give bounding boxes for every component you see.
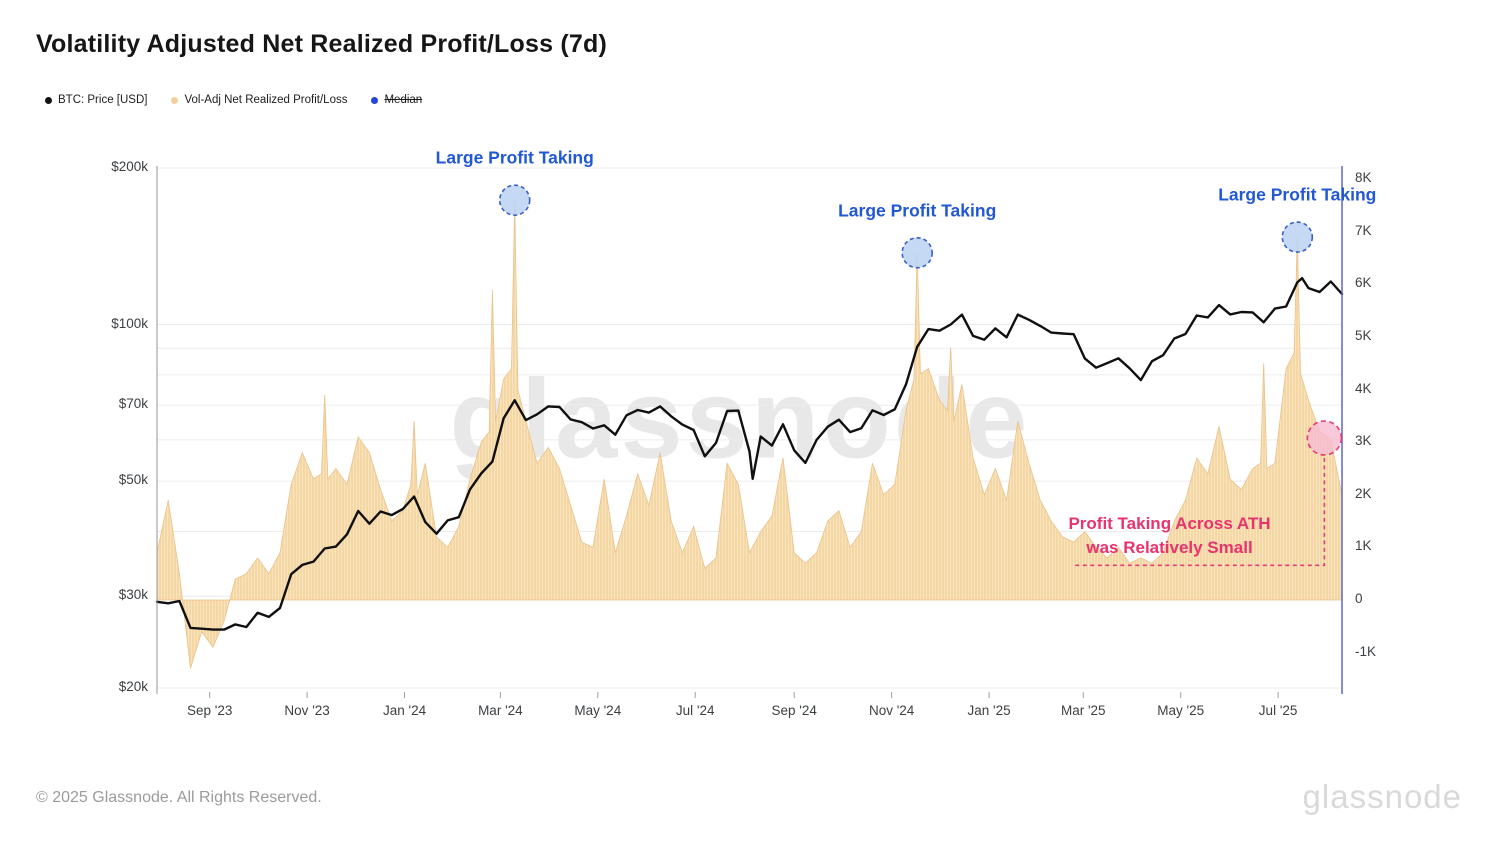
legend-item-btc-price-usd[interactable]: BTC: Price [USD] — [45, 94, 147, 106]
y-axis-label-left: $200k — [111, 159, 148, 174]
y-axis-label-right: 3K — [1355, 433, 1372, 449]
x-axis-label: Mar '24 — [478, 703, 523, 718]
x-axis-label: Jul '24 — [675, 703, 715, 718]
legend-dot-icon — [371, 96, 379, 104]
legend: BTC: Price [USD] Vol-Adj Net Realized Pro… — [45, 94, 422, 106]
y-axis-label-right: 8K — [1355, 170, 1372, 186]
y-axis-label-left: $50k — [118, 472, 148, 488]
y-axis-label-right: 7K — [1355, 222, 1372, 238]
large-profit-circle-3 — [1281, 221, 1314, 253]
y-axis-label-left: $100k — [111, 315, 148, 331]
large-profit-circle-2 — [901, 237, 934, 269]
annotation-ath-note-line1: Profit Taking Across ATH — [1068, 514, 1271, 534]
legend-label: Vol-Adj Net Realized Profit/Loss — [184, 94, 348, 106]
legend-item-median[interactable]: Median — [371, 94, 422, 106]
large-profit-circle-1 — [498, 184, 531, 216]
y-axis-label-left: $70k — [118, 396, 148, 412]
x-axis-label: Mar '25 — [1060, 703, 1106, 718]
y-axis-label-right: 1K — [1355, 538, 1372, 554]
glassnode-logo: glassnode — [1302, 778, 1462, 815]
legend-item-vol-adj-net-realized-profit-loss[interactable]: Vol-Adj Net Realized Profit/Loss — [171, 94, 347, 106]
annotation-ath-note-line2: was Relatively Small — [1086, 538, 1253, 558]
x-axis-label: Jan '24 — [382, 703, 427, 718]
x-axis-label: Nov '24 — [868, 703, 915, 718]
x-axis-label: May '25 — [1157, 703, 1205, 718]
y-axis-label-right: -1K — [1355, 643, 1377, 659]
btc-price-line — [155, 277, 1344, 631]
x-axis-label: Sep '23 — [187, 703, 233, 718]
annotation-large-profit-taking-3: Large Profit Taking — [1218, 184, 1377, 205]
y-axis-label-right: 2K — [1355, 485, 1372, 501]
x-axis-label: May '24 — [574, 703, 622, 718]
ath-note-connector — [1075, 455, 1326, 567]
copyright-text: © 2025 Glassnode. All Rights Reserved. — [36, 789, 322, 806]
chart-title: Volatility Adjusted Net Realized Profit/… — [36, 30, 607, 58]
annotation-large-profit-taking-2: Large Profit Taking — [838, 200, 997, 221]
y-axis-label-right: 5K — [1355, 328, 1372, 343]
x-axis-label: Jul '25 — [1258, 703, 1298, 718]
annotation-ath-note: Profit Taking Across ATH was Relatively … — [1068, 512, 1270, 560]
y-axis-label-right: 6K — [1355, 275, 1372, 291]
x-axis-label: Sep '24 — [771, 703, 817, 718]
legend-dot-icon — [171, 96, 179, 104]
y-axis-label-left: $30k — [118, 587, 148, 603]
legend-label: BTC: Price [USD] — [58, 94, 148, 106]
y-axis-label-right: 4K — [1355, 380, 1372, 396]
flow-area-series — [156, 202, 1343, 669]
y-axis-label-right: 0 — [1355, 591, 1363, 606]
ath-highlight-circle — [1306, 420, 1343, 456]
legend-dot-icon — [45, 96, 52, 104]
annotation-large-profit-taking-1: Large Profit Taking — [435, 147, 594, 168]
x-axis-label: Nov '23 — [284, 703, 330, 718]
x-axis-label: Jan '25 — [967, 703, 1011, 718]
y-axis-label-left: $20k — [118, 679, 148, 694]
legend-label: Median — [384, 94, 423, 106]
